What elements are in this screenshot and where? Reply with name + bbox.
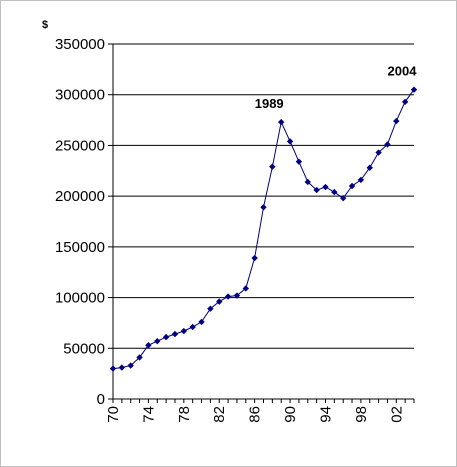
data-point-marker — [251, 254, 258, 262]
y-tick-label: 0 — [97, 391, 105, 408]
annotation-label: 2004 — [388, 64, 418, 79]
data-point-marker — [189, 323, 196, 331]
data-point-marker — [410, 86, 418, 93]
data-point-marker — [242, 285, 249, 292]
data-point-marker — [224, 293, 232, 300]
data-point-marker — [136, 354, 143, 361]
data-point-marker — [375, 149, 382, 156]
x-tick-label: 74 — [140, 406, 157, 423]
series-line — [112, 89, 415, 370]
x-tick-label: 94 — [317, 406, 334, 423]
y-tick-label: 50000 — [63, 340, 105, 357]
y-tick-label: 250000 — [55, 137, 105, 154]
x-tick-label: 86 — [247, 406, 264, 423]
y-tick-label: 100000 — [55, 290, 105, 307]
data-point-marker — [207, 305, 214, 312]
data-point-marker — [339, 194, 347, 202]
data-point-marker — [154, 337, 161, 345]
data-points — [109, 86, 418, 372]
data-point-marker — [384, 141, 391, 148]
data-point-marker — [401, 98, 409, 106]
y-tick-label: 200000 — [55, 188, 105, 205]
annotation-label: 1989 — [255, 96, 284, 111]
x-tick-label: 70 — [105, 406, 122, 423]
data-point-marker — [366, 164, 373, 171]
data-point-marker — [118, 364, 126, 371]
data-point-marker — [216, 298, 223, 305]
data-point-marker — [145, 342, 152, 349]
data-point-marker — [313, 186, 320, 194]
x-axis-tick-labels: 70 74 78 82 86 90 94 98 02 — [105, 406, 405, 423]
x-tick-label: 82 — [211, 406, 228, 423]
y-tick-label: 300000 — [55, 87, 105, 104]
x-tick-label: 78 — [176, 406, 193, 423]
data-point-marker — [393, 117, 400, 125]
data-point-marker — [304, 178, 311, 186]
data-point-marker — [162, 333, 170, 341]
x-tick-label: 02 — [388, 406, 405, 423]
y-tick-label: 350000 — [55, 36, 105, 53]
data-point-marker — [198, 318, 205, 326]
data-point-marker — [278, 118, 285, 126]
data-point-marker — [171, 330, 179, 338]
grid-lines — [113, 43, 414, 349]
data-point-marker — [331, 188, 338, 196]
data-point-marker — [180, 327, 188, 335]
data-point-marker — [127, 362, 134, 369]
y-axis-tick-labels: 0 50000 100000 150000 200000 250000 300000 3500… — [55, 36, 105, 408]
data-point-marker — [260, 204, 267, 211]
data-point-marker — [233, 292, 241, 299]
x-tick-label: 98 — [353, 406, 370, 423]
data-point-marker — [357, 176, 365, 184]
data-point-marker — [322, 183, 329, 191]
data-point-marker — [348, 182, 356, 190]
data-point-marker — [109, 365, 117, 372]
axes — [108, 43, 415, 403]
y-tick-label: 150000 — [55, 239, 105, 256]
data-point-marker — [269, 163, 276, 170]
data-point-marker — [286, 138, 294, 145]
x-tick-label: 90 — [282, 406, 299, 423]
data-point-marker — [295, 158, 303, 165]
annotations: 1989 2004 — [255, 64, 417, 111]
y-axis-unit: $ — [42, 19, 48, 31]
